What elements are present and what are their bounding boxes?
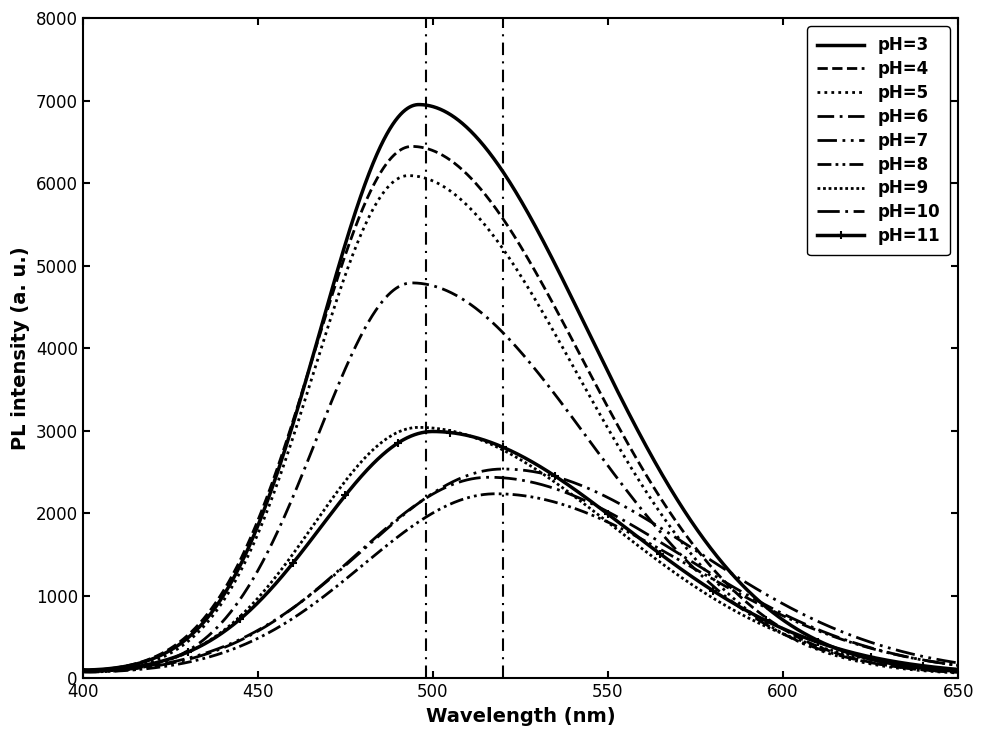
- Legend: pH=3, pH=4, pH=5, pH=6, pH=7, pH=8, pH=9, pH=10, pH=11: pH=3, pH=4, pH=5, pH=6, pH=7, pH=8, pH=9…: [807, 27, 950, 255]
- Y-axis label: PL intensity (a. u.): PL intensity (a. u.): [11, 246, 31, 450]
- X-axis label: Wavelength (nm): Wavelength (nm): [426, 707, 616, 726]
